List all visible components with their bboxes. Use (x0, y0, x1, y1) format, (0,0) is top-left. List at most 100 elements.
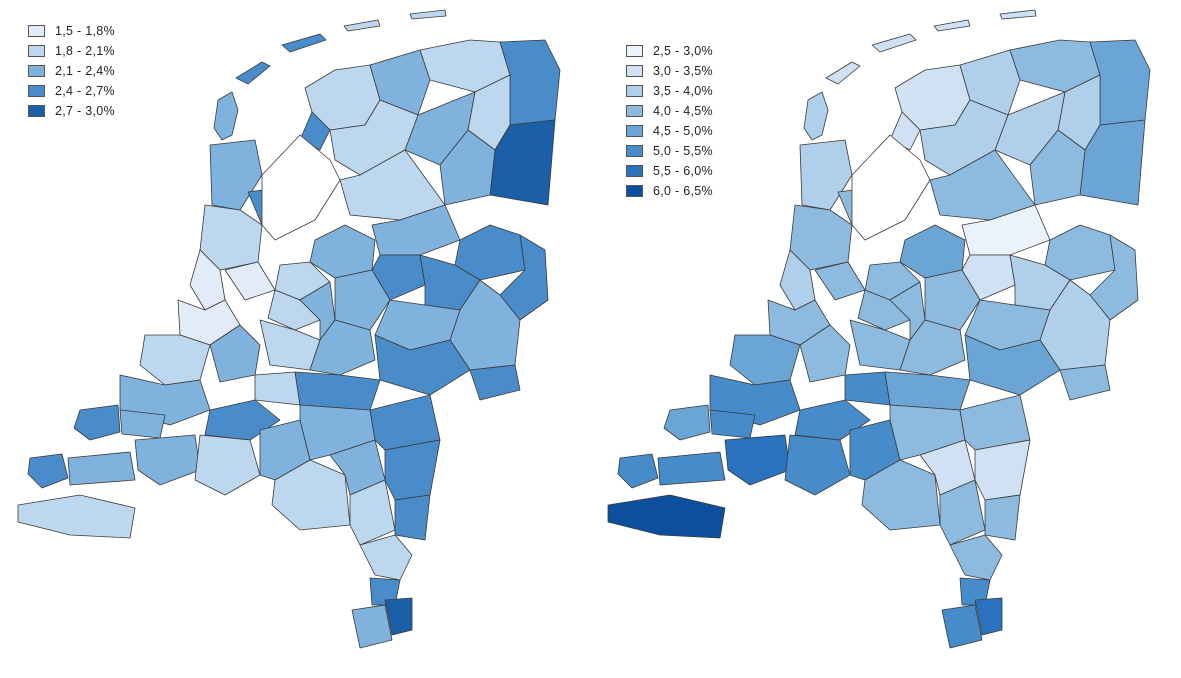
island-ameland (933, 19, 971, 32)
region-zuid-beveland (657, 451, 726, 486)
region-bergen-op-zoom (134, 434, 201, 486)
legend-item: 5,5 - 6,0% (626, 162, 713, 179)
region-roermond (359, 534, 413, 581)
legend-label: 5,5 - 6,0% (653, 163, 713, 178)
region-veluwe-north (924, 269, 981, 331)
region-den-haag (139, 334, 211, 386)
legend-label: 3,5 - 4,0% (653, 83, 713, 98)
legend-label: 6,0 - 6,5% (653, 183, 713, 198)
region-roermond (949, 534, 1003, 581)
island-terschelling (281, 33, 327, 53)
legend-item: 2,1 - 2,4% (28, 62, 115, 79)
region-heerlen (974, 597, 1003, 636)
legend-item: 6,0 - 6,5% (626, 182, 713, 199)
island-vlieland (235, 61, 271, 85)
region-walcheren (27, 453, 69, 489)
region-achterhoek-east (469, 364, 521, 401)
region-friesland-east (369, 49, 431, 116)
legend-label: 4,0 - 4,5% (653, 103, 713, 118)
legend-swatch (626, 124, 643, 137)
legend-swatch (626, 64, 643, 77)
region-drenthe-south (439, 129, 496, 206)
region-flevoland-south (899, 224, 966, 279)
region-peel (349, 479, 396, 546)
legend-swatch (626, 164, 643, 177)
region-schouwen (73, 404, 121, 441)
island-ameland (343, 19, 381, 32)
legend-swatch (28, 84, 45, 97)
region-drenthe-south (1029, 129, 1086, 206)
legend-label: 2,4 - 2,7% (55, 83, 115, 98)
region-schouwen (663, 404, 711, 441)
legend-label: 1,5 - 1,8% (55, 23, 115, 38)
region-veluwe-north (334, 269, 391, 331)
region-goeree (119, 409, 166, 439)
island-texel (803, 91, 829, 141)
region-breda (784, 434, 851, 496)
region-ede (309, 319, 376, 376)
netherlands-map-left (17, 9, 561, 649)
region-gouda (799, 324, 851, 383)
region-gorinchem (844, 371, 891, 406)
region-venlo (394, 494, 431, 541)
legend-label: 5,0 - 5,5% (653, 143, 713, 158)
legend-item: 2,5 - 3,0% (626, 42, 713, 59)
legend-item: 1,5 - 1,8% (28, 22, 115, 39)
island-texel (213, 91, 239, 141)
map-left (17, 9, 561, 649)
legend-swatch (626, 44, 643, 57)
region-zuid-beveland (67, 451, 136, 486)
ijsselmeer (851, 134, 931, 241)
region-achterhoek-east (1059, 364, 1111, 401)
region-gouda (209, 324, 261, 383)
region-maastricht (351, 604, 393, 649)
legend-item: 2,4 - 2,7% (28, 82, 115, 99)
legend-label: 2,5 - 3,0% (653, 43, 713, 58)
region-gooi (857, 289, 911, 331)
legend-swatch (626, 184, 643, 197)
legend-label: 2,1 - 2,4% (55, 63, 115, 78)
legend-right: 2,5 - 3,0% 3,0 - 3,5% 3,5 - 4,0% 4,0 - 4… (626, 42, 713, 199)
region-friesland-south (919, 99, 1009, 176)
legend-label: 3,0 - 3,5% (653, 63, 713, 78)
region-goeree (709, 409, 756, 439)
region-heerlen (384, 597, 413, 636)
region-zwolle (961, 254, 1016, 301)
legend-label: 2,7 - 3,0% (55, 103, 115, 118)
legend-swatch (28, 24, 45, 37)
legend-label: 1,8 - 2,1% (55, 43, 115, 58)
region-noord-limburg (384, 439, 441, 501)
region-walcheren (617, 453, 659, 489)
island-schiermonnikoog (999, 9, 1037, 20)
netherlands-map-right (607, 9, 1151, 649)
region-peel (939, 479, 986, 546)
region-gooi (267, 289, 321, 331)
region-friesland-east (959, 49, 1021, 116)
region-bergen-op-zoom (724, 434, 791, 486)
legend-item: 3,5 - 4,0% (626, 82, 713, 99)
legend-swatch (28, 64, 45, 77)
legend-item: 4,5 - 5,0% (626, 122, 713, 139)
legend-item: 2,7 - 3,0% (28, 102, 115, 119)
region-betuwe (294, 371, 381, 411)
legend-swatch (626, 104, 643, 117)
region-zeeuws-vlaanderen (17, 494, 136, 539)
legend-left: 1,5 - 1,8% 1,8 - 2,1% 2,1 - 2,4% 2,4 - 2… (28, 22, 115, 119)
region-maastricht (941, 604, 983, 649)
legend-item: 3,0 - 3,5% (626, 62, 713, 79)
region-friesland-north (299, 111, 331, 151)
region-flevoland-south (309, 224, 376, 279)
island-vlieland (825, 61, 861, 85)
region-venlo (984, 494, 1021, 541)
ijsselmeer (261, 134, 341, 241)
legend-item: 5,0 - 5,5% (626, 142, 713, 159)
island-terschelling (871, 33, 917, 53)
legend-item: 4,0 - 4,5% (626, 102, 713, 119)
legend-swatch (28, 104, 45, 117)
region-zwolle (371, 254, 426, 301)
region-den-haag (729, 334, 801, 386)
region-betuwe (884, 371, 971, 411)
legend-label: 4,5 - 5,0% (653, 123, 713, 138)
legend-swatch (626, 144, 643, 157)
region-gorinchem (254, 371, 301, 406)
